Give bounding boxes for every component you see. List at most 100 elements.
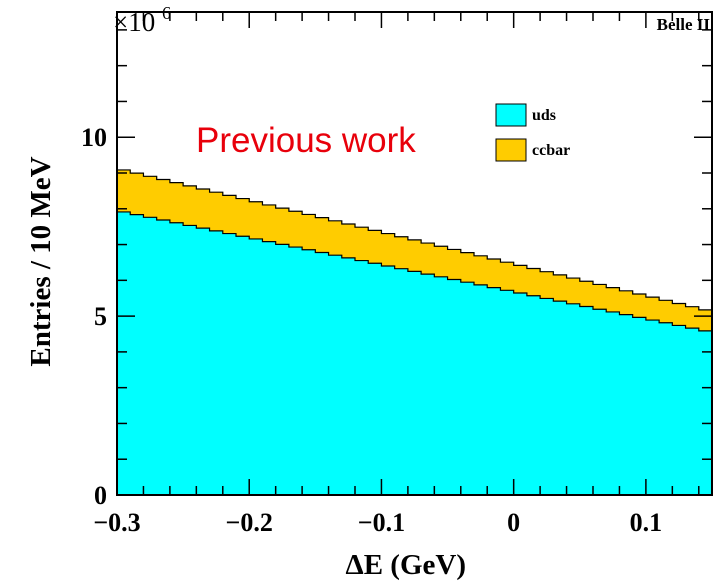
bar-uds <box>407 271 422 495</box>
bar-uds <box>130 214 145 496</box>
bar-ccbar <box>593 284 607 310</box>
bar-ccbar <box>540 271 554 299</box>
bar-uds <box>553 301 568 495</box>
bar-ccbar <box>500 262 515 291</box>
bar-uds <box>302 249 316 495</box>
bar-ccbar <box>659 300 673 323</box>
y-multiplier: ×10 6 <box>113 3 171 37</box>
bar-uds <box>579 306 594 495</box>
bar-uds <box>315 252 330 495</box>
bar-uds <box>143 217 158 495</box>
bar-ccbar <box>434 246 449 277</box>
y-tick-label: 10 <box>81 123 107 152</box>
bar-uds <box>645 320 660 495</box>
bar-uds <box>434 276 449 495</box>
bar-uds <box>593 309 607 495</box>
bar-ccbar <box>275 208 290 245</box>
bar-ccbar <box>553 274 568 302</box>
bar-uds <box>460 282 475 495</box>
bar-uds <box>169 222 184 495</box>
bar-uds <box>236 236 250 495</box>
bar-uds <box>632 317 647 495</box>
bar-uds <box>619 314 634 495</box>
bar-uds <box>513 293 528 495</box>
bar-ccbar <box>566 278 581 304</box>
bar-ccbar <box>222 195 237 234</box>
bar-ccbar <box>685 306 700 329</box>
experiment-label: Belle II <box>657 15 711 34</box>
bar-ccbar <box>249 201 264 239</box>
stack-outlines <box>117 169 712 332</box>
bar-ccbar <box>183 185 197 226</box>
bar-ccbar <box>579 281 594 307</box>
bar-uds <box>275 244 290 495</box>
bar-uds <box>421 274 435 495</box>
y-tick-labels: 0 5 10 <box>81 123 107 510</box>
bar-ccbar <box>619 290 634 315</box>
bar-ccbar <box>460 252 475 283</box>
bar-uds <box>394 268 409 495</box>
bar-ccbar <box>381 233 396 266</box>
x-tick-label: 0.1 <box>630 508 663 537</box>
x-axis-title: ΔE (GeV) <box>346 549 466 581</box>
legend: uds ccbar <box>495 103 570 162</box>
bar-uds <box>156 220 171 496</box>
bar-uds <box>447 279 462 495</box>
bar-uds <box>698 330 713 495</box>
bar-ccbar <box>474 255 488 285</box>
legend-swatch-ccbar <box>495 138 527 162</box>
bar-ccbar <box>341 224 356 258</box>
y-axis-title: Entries / 10 MeV <box>25 156 57 366</box>
bar-ccbar <box>262 204 277 242</box>
bar-ccbar <box>368 230 383 264</box>
y-tick-label: 5 <box>94 302 107 331</box>
bar-ccbar <box>196 189 211 229</box>
bar-uds <box>672 325 687 495</box>
bar-ccbar <box>156 179 171 221</box>
annotation-text: Previous work <box>196 121 416 160</box>
bar-ccbar <box>117 169 131 212</box>
x-tick-labels: −0.3 −0.2 −0.1 0 0.1 <box>93 508 662 537</box>
bar-uds <box>659 322 673 495</box>
bar-ccbar <box>288 211 303 248</box>
bar-ccbar <box>421 243 435 275</box>
axis-ticks <box>116 12 712 496</box>
plot-area <box>117 169 713 496</box>
bar-ccbar <box>672 303 687 326</box>
plot-frame <box>116 11 713 496</box>
bar-uds <box>474 284 488 495</box>
bar-uds <box>355 260 369 495</box>
outline-uds <box>117 211 712 332</box>
bar-uds <box>526 295 541 495</box>
bar-uds <box>262 241 277 495</box>
bar-uds <box>288 247 303 495</box>
bar-uds <box>117 211 131 495</box>
bar-uds <box>341 257 356 495</box>
bar-uds <box>222 233 237 495</box>
bar-uds <box>328 255 343 495</box>
bar-ccbar <box>143 176 158 218</box>
bar-uds <box>606 311 621 495</box>
bar-ccbar <box>698 309 713 331</box>
y-multiplier-exponent: 6 <box>162 3 171 23</box>
bar-uds <box>381 265 396 495</box>
bar-ccbar <box>487 258 502 288</box>
bar-ccbar <box>209 192 224 231</box>
bar-ccbar <box>447 249 462 280</box>
bar-ccbar <box>328 220 343 256</box>
bar-ccbar <box>236 198 250 237</box>
x-tick-label: 0 <box>507 508 520 537</box>
bar-uds <box>368 263 383 495</box>
legend-label-uds: uds <box>532 107 556 124</box>
bar-ccbar <box>315 217 330 253</box>
legend-swatch-uds <box>495 103 527 127</box>
outline-total <box>117 169 712 311</box>
x-tick-label: −0.3 <box>93 508 140 537</box>
bar-uds <box>209 230 224 495</box>
bar-ccbar <box>526 268 541 296</box>
bar-uds <box>685 328 700 495</box>
bar-ccbar <box>169 182 184 223</box>
bar-uds <box>566 303 581 495</box>
bar-uds <box>249 238 264 495</box>
